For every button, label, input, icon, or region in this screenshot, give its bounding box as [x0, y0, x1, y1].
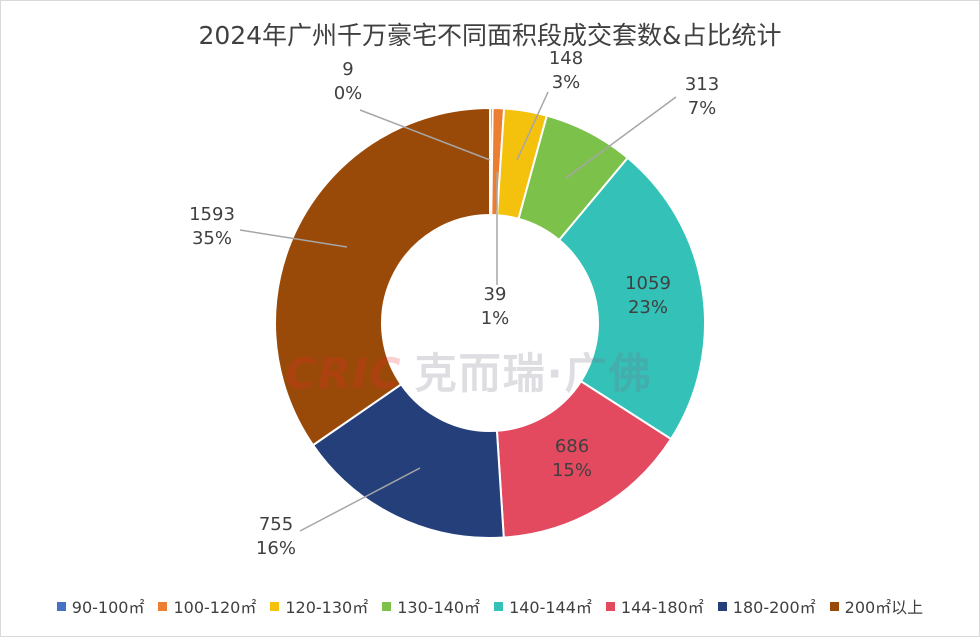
percent-label-1: 0%	[334, 83, 363, 104]
value-label-1: 9	[342, 59, 353, 80]
slice-5	[557, 156, 706, 441]
leader-line-4	[565, 96, 677, 179]
percent-label-7: 16%	[256, 538, 296, 559]
value-label-5: 1059	[625, 273, 671, 294]
percent-label-3: 3%	[552, 72, 581, 93]
slice-8	[274, 106, 491, 447]
value-label-7: 755	[259, 514, 293, 535]
percent-label-6: 15%	[552, 460, 592, 481]
legend-item-3: 120-130㎡	[270, 594, 368, 618]
legend-label: 180-200㎡	[732, 598, 816, 617]
value-label-6: 686	[555, 436, 589, 457]
legend-swatch	[158, 601, 168, 611]
value-label-3: 148	[549, 48, 583, 69]
value-label-2: 39	[484, 284, 507, 305]
legend-label: 90-100㎡	[71, 598, 145, 617]
chart-title: 2024年广州千万豪宅不同面积段成交套数&占比统计	[198, 21, 782, 50]
slice-6	[495, 379, 673, 539]
leader-line-3	[516, 91, 549, 161]
percent-label-5: 23%	[628, 297, 668, 318]
legend-label: 200㎡以上	[844, 598, 924, 617]
legend-swatch	[494, 601, 504, 611]
slice-7	[311, 382, 505, 539]
watermark: CRIC 克而瑞·广佛	[285, 340, 653, 401]
legend-swatch	[56, 601, 66, 611]
legend-label: 144-180㎡	[620, 598, 704, 617]
legend-swatch	[605, 601, 615, 611]
leader-line-1	[359, 109, 491, 161]
legend-swatch	[382, 601, 392, 611]
watermark-brand: CRIC	[285, 349, 403, 398]
legend-item-5: 140-144㎡	[494, 594, 592, 618]
legend-label: 120-130㎡	[285, 598, 369, 617]
legend-item-1: 90-100㎡	[56, 594, 145, 618]
legend-item-6: 144-180㎡	[605, 594, 704, 618]
legend-item-2: 100-120㎡	[158, 594, 256, 618]
legend-item-7: 180-200㎡	[717, 594, 816, 618]
legend-item-8: 200㎡以上	[829, 594, 924, 618]
legend-swatch	[717, 601, 727, 611]
legend-label: 140-144㎡	[509, 598, 592, 617]
legend-swatch	[270, 601, 280, 611]
legend-swatch	[829, 601, 839, 611]
watermark-text: 克而瑞·广佛	[414, 349, 653, 398]
legend-item-4: 130-140㎡	[382, 594, 480, 618]
legend-label: 130-140㎡	[397, 598, 481, 617]
leader-line-7	[299, 467, 421, 532]
leader-line-8	[239, 229, 348, 248]
chart-legend: 90-100㎡ 100-120㎡ 120-130㎡ 130-140㎡ 140-144㎡ 1…	[0, 594, 980, 618]
percent-label-8: 35%	[192, 228, 232, 249]
percent-label-4: 7%	[688, 98, 717, 119]
percent-label-2: 1%	[481, 308, 510, 329]
value-label-4: 313	[685, 74, 719, 95]
legend-label: 100-120㎡	[173, 598, 257, 617]
value-label-8: 1593	[189, 204, 235, 225]
